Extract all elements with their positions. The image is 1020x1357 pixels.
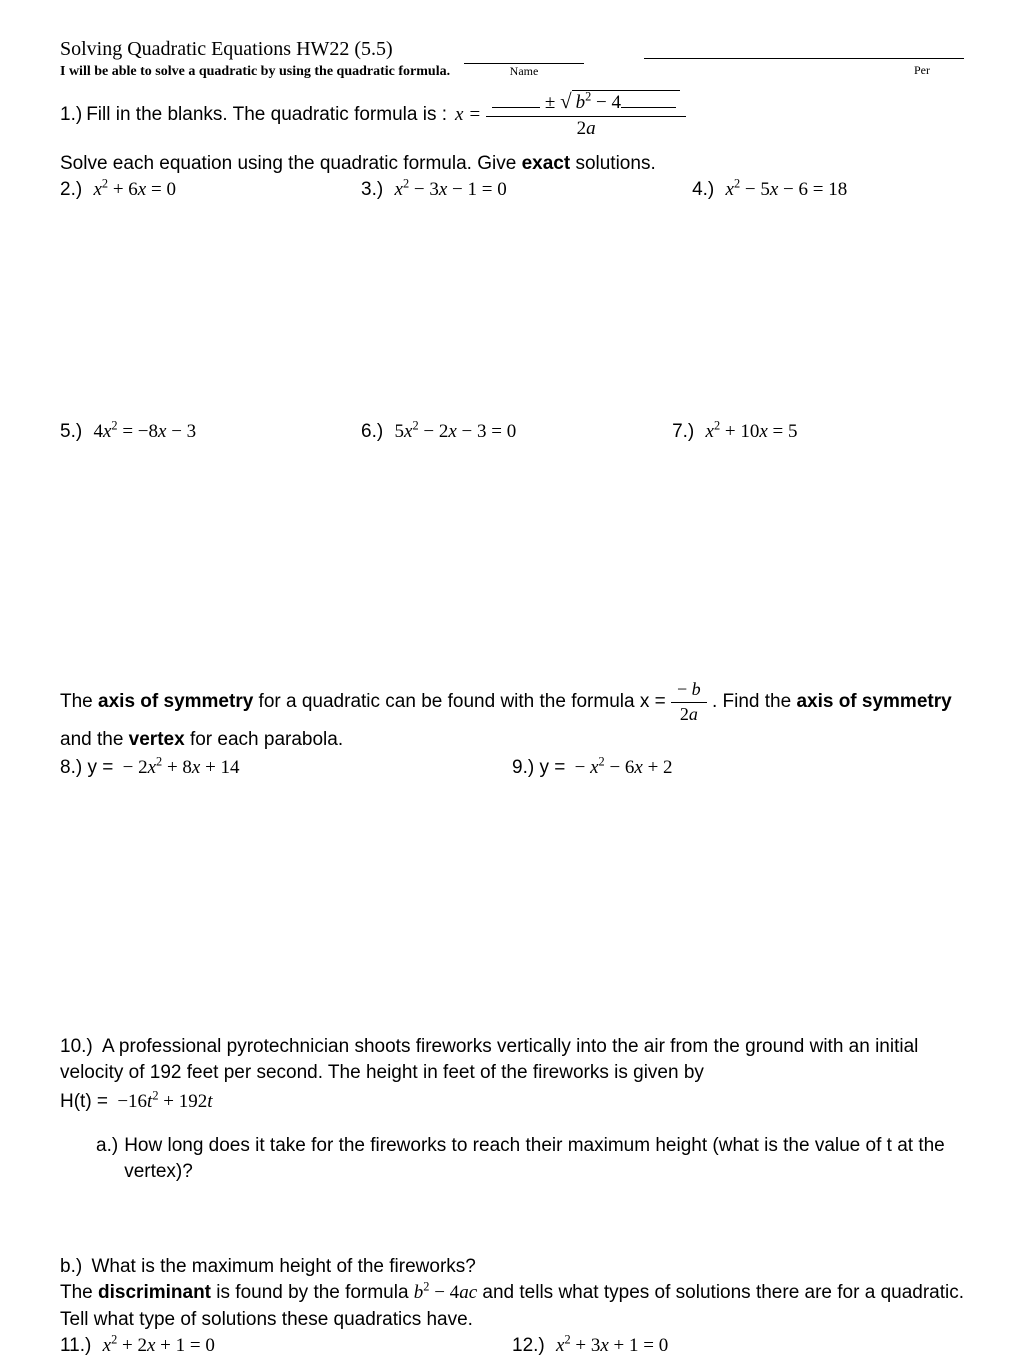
q1-sqrt: √b2 − 4 (560, 88, 680, 116)
subtitle-row: I will be able to solve a quadratic by u… (60, 63, 964, 80)
q10-equation: H(t) = −16t2 + 192t (60, 1091, 964, 1113)
axis-fraction: − b 2a (671, 678, 707, 726)
q1-blank-1 (492, 107, 540, 108)
q1-pm: ± (545, 92, 555, 113)
question-4: 4.) x2 − 5x − 6 = 18 (662, 179, 963, 201)
q1-label: 1.) (60, 104, 82, 126)
axis-of-symmetry-section: The axis of symmetry for a quadratic can… (60, 678, 964, 754)
instruction-1: Solve each equation using the quadratic … (60, 153, 964, 175)
question-2: 2.) x2 + 6x = 0 (60, 179, 361, 201)
question-9: 9.) y = − x2 − 6x + 2 (512, 757, 964, 779)
row-q11-q12: 11.) x2 + 2x + 1 = 0 12.) x2 + 3x + 1 = … (60, 1335, 964, 1357)
row-q2-q4: 2.) x2 + 6x = 0 3.) x2 − 3x − 1 = 0 4.) … (60, 179, 964, 201)
q1-den-2: 2 (577, 118, 587, 139)
q10-part-b: b.) What is the maximum height of the fi… (60, 1256, 964, 1278)
question-7: 7.) x2 + 10x = 5 (662, 421, 963, 443)
name-blank-line (644, 41, 964, 59)
question-8: 8.) y = − 2x2 + 8x + 14 (60, 757, 512, 779)
per-label: Per (914, 63, 954, 79)
question-10: 10.) A professional pyrotechnician shoot… (60, 1034, 964, 1087)
q10-part-a: a.) How long does it take for the firewo… (96, 1133, 964, 1186)
q1-text: Fill in the blanks. The quadratic formul… (86, 104, 447, 126)
q1-eq: = (469, 104, 480, 126)
q1-x: x (455, 104, 463, 126)
question-12: 12.) x2 + 3x + 1 = 0 (512, 1335, 964, 1357)
question-1: 1.) Fill in the blanks. The quadratic fo… (60, 88, 964, 141)
discriminant-section: The discriminant is found by the formula… (60, 1280, 964, 1333)
question-3: 3.) x2 − 3x − 1 = 0 (361, 179, 662, 201)
header-row: Solving Quadratic Equations HW22 (5.5) (60, 38, 964, 61)
q1-fraction: ± √b2 − 4 2a (486, 88, 686, 141)
subtitle: I will be able to solve a quadratic by u… (60, 64, 450, 80)
q1-blank-2 (621, 107, 676, 108)
question-6: 6.) 5x2 − 2x − 3 = 0 (361, 421, 662, 443)
q1-den-a: a (586, 118, 596, 139)
question-5: 5.) 4x2 = −8x − 3 (60, 421, 361, 443)
row-q8-q9: 8.) y = − 2x2 + 8x + 14 9.) y = − x2 − 6… (60, 757, 964, 779)
q1-formula: x = ± √b2 − 4 2a (455, 88, 686, 141)
name-label: Name (464, 63, 584, 79)
question-11: 11.) x2 + 2x + 1 = 0 (60, 1335, 512, 1357)
row-q5-q7: 5.) 4x2 = −8x − 3 6.) 5x2 − 2x − 3 = 0 7… (60, 421, 964, 443)
page-title: Solving Quadratic Equations HW22 (5.5) (60, 38, 393, 61)
